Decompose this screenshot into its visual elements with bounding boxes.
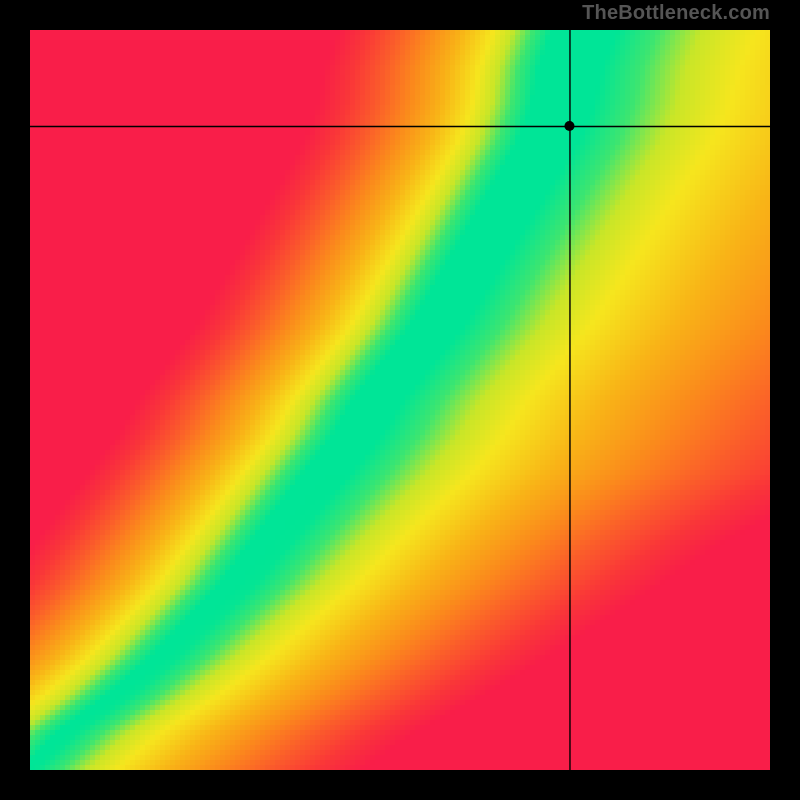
page-root: TheBottleneck.com: [0, 0, 800, 800]
heatmap-canvas: [30, 30, 770, 770]
watermark-text: TheBottleneck.com: [582, 2, 770, 25]
heatmap-plot-area: [30, 30, 770, 770]
